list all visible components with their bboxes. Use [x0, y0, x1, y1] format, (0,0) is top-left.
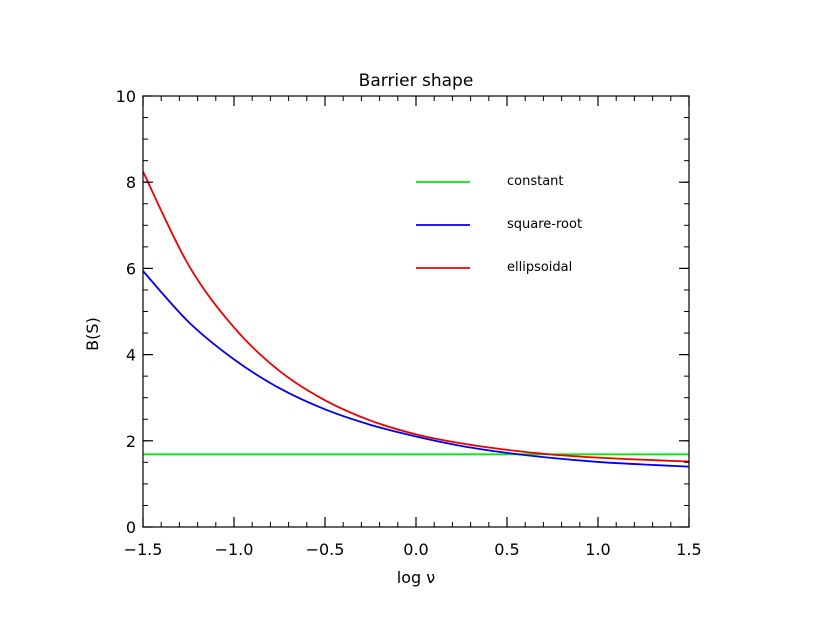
series-line-square-root: [142, 270, 690, 468]
x-tick-label: 0.5: [494, 540, 519, 559]
chart-title: Barrier shape: [359, 71, 474, 91]
y-tick-label: 8: [126, 173, 136, 192]
x-axis-title: log ν: [397, 568, 435, 587]
y-tick-label: 2: [126, 432, 136, 451]
series-layer: [142, 171, 690, 468]
legend-label-square-root: square-root: [507, 217, 582, 232]
x-tick-label: −0.5: [306, 540, 345, 559]
y-tick-label: 10: [116, 87, 136, 106]
y-axis-title: B(S): [83, 317, 102, 351]
x-tick-label: 1.0: [585, 540, 610, 559]
x-tick-label: 1.5: [676, 540, 701, 559]
x-tick-label: −1.5: [124, 540, 163, 559]
axes-layer: −1.5 −1.0 −0.5 0.0 0.5 1.0 1.5 0 2 4 6 8 10: [116, 87, 702, 559]
legend-label-constant: constant: [507, 174, 564, 189]
y-tick-label: 0: [126, 518, 136, 537]
legend: constant square-root ellipsoidal: [416, 174, 582, 275]
x-tick-label: 0.0: [403, 540, 428, 559]
series-line-ellipsoidal: [142, 171, 690, 463]
x-tick-label: −1.0: [215, 540, 254, 559]
y-tick-label: 6: [126, 259, 136, 278]
y-tick-label: 4: [126, 346, 136, 365]
legend-label-ellipsoidal: ellipsoidal: [507, 260, 572, 275]
